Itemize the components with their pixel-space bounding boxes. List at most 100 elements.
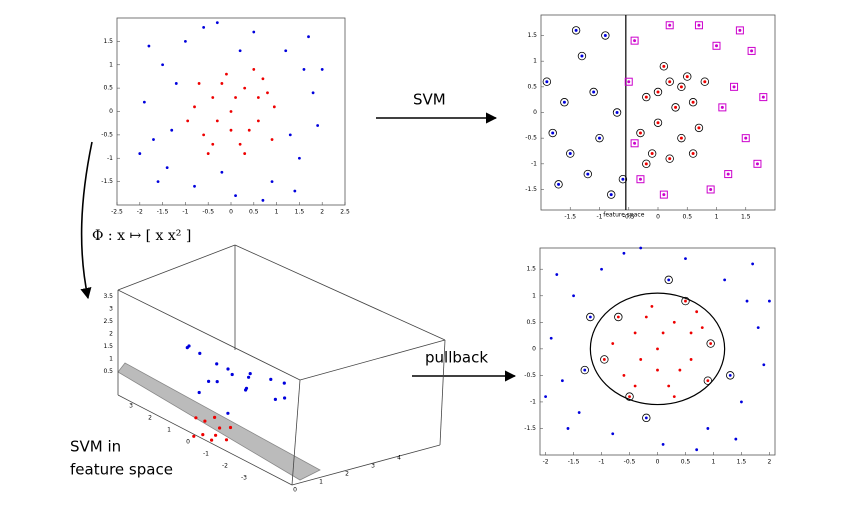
blue-point [302, 68, 306, 71]
y-tick-label: 1 [532, 292, 536, 299]
x-tick-label: -1.5 [157, 209, 169, 216]
red-point-3d [203, 419, 207, 423]
support-ring [586, 312, 595, 322]
red-point [225, 72, 228, 76]
y-tick-label: -1 [203, 451, 209, 458]
support-ring [665, 154, 674, 163]
support-ring [554, 180, 563, 189]
magenta-point [638, 177, 642, 181]
support-square [636, 175, 645, 184]
support-ring [642, 413, 651, 423]
x-tick-label: 1 [319, 479, 323, 486]
blue-point [545, 80, 549, 84]
red-point [668, 80, 672, 84]
support-square [741, 134, 750, 143]
z-tick-label: 1.5 [103, 343, 113, 350]
support-ring [726, 371, 735, 380]
blue-point [734, 437, 738, 441]
blue-point [609, 193, 613, 197]
z-tick-label: 0.5 [103, 368, 113, 375]
support-ring [677, 133, 686, 143]
support-ring [677, 82, 686, 92]
blue-point-3d [283, 396, 287, 400]
x-tick-label: 1.5 [737, 459, 747, 466]
z-tick-label: 3 [109, 306, 113, 313]
x-tick-label: 1 [275, 209, 279, 216]
blue-point-3d [226, 411, 230, 415]
red-point [703, 80, 707, 84]
red-point [639, 358, 643, 361]
blue-point [768, 299, 771, 303]
blue-point [706, 427, 710, 430]
support-square [665, 21, 674, 30]
magenta-point [715, 44, 718, 48]
x-tick-label: 1.5 [295, 209, 305, 216]
x-tick-label: -0.5 [624, 459, 636, 466]
blue-point [728, 373, 732, 377]
blue-point-3d [247, 375, 251, 379]
x-tick-label: -0.5 [623, 214, 635, 221]
red-point-3d [201, 433, 205, 437]
support-ring [589, 87, 598, 97]
y-tick-label: -1 [107, 155, 113, 162]
blue-point [684, 257, 687, 261]
blue-point [756, 326, 760, 330]
support-ring [642, 92, 651, 102]
magenta-point [633, 39, 637, 43]
blue-point [661, 442, 665, 446]
magenta-point [697, 23, 701, 27]
blue-point [261, 198, 265, 202]
red-point [628, 395, 631, 399]
y-tick-label: 1.5 [526, 266, 536, 273]
blue-point [577, 411, 581, 414]
y-tick-label: 1.5 [103, 38, 113, 45]
red-point [256, 119, 260, 123]
magenta-point [720, 105, 724, 109]
red-point [622, 373, 626, 377]
red-point [247, 128, 251, 132]
x-tick-label: 2 [320, 209, 324, 216]
x-tick-label: -1.5 [564, 214, 576, 221]
red-point [689, 331, 693, 335]
x-tick-label: 3 [371, 463, 375, 470]
red-point-3d [210, 438, 214, 442]
magenta-point [726, 172, 730, 176]
red-point [252, 68, 256, 71]
blue-point [580, 54, 584, 58]
x-tick-label: -2.5 [111, 209, 123, 216]
support-ring [671, 103, 680, 112]
support-ring [664, 275, 673, 285]
x-tick-label: 0 [229, 209, 233, 216]
blue-point [142, 100, 146, 104]
x-tick-label: 1.5 [741, 214, 751, 221]
x-tick-label: 0.5 [681, 459, 691, 466]
support-ring [571, 26, 581, 35]
y-tick-label: 0 [532, 345, 536, 352]
blue-point [156, 180, 160, 184]
red-point [633, 331, 637, 335]
blue-point-3d [207, 379, 211, 383]
plot-frame [540, 14, 776, 211]
decision-boundary [589, 292, 726, 406]
blue-point [174, 82, 178, 85]
support-ring [580, 365, 589, 375]
red-point [685, 75, 689, 79]
support-square [718, 103, 727, 112]
red-point [644, 95, 648, 99]
red-point [186, 119, 190, 123]
red-point [220, 82, 224, 85]
support-ring [688, 98, 698, 107]
blue-point [298, 156, 301, 160]
red-point [261, 77, 265, 81]
x-tick-label: 0 [656, 214, 660, 221]
support-ring [548, 128, 557, 138]
support-square [630, 36, 639, 45]
blue-point [549, 336, 553, 340]
support-ring [636, 128, 645, 138]
x-tick-label: 4 [397, 455, 401, 462]
x-tick-label: 0.5 [249, 209, 259, 216]
blue-point [568, 152, 572, 156]
magenta-point [761, 95, 765, 99]
blue-point [740, 400, 743, 404]
support-ring [647, 149, 657, 158]
